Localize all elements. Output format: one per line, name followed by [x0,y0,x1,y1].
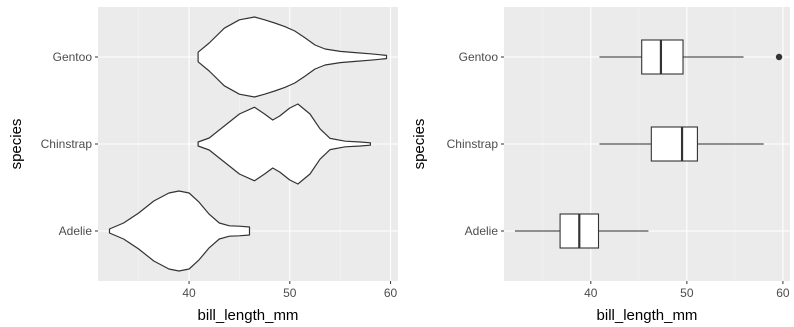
box-axes: 40 50 60 Adelie Chinstrap Gentoo [447,50,790,300]
violin-x-tick-label: 40 [182,286,196,300]
violin-gentoo [197,16,388,98]
violin-plot-panel: 40 50 60 Adelie Chinstrap Gentoo bill_length_… [8,7,398,324]
box-y-axis-title: species [411,119,428,170]
violin-y-tick-label: Chinstrap [41,137,93,151]
box-plot-panel: 40 50 60 Adelie Chinstrap Gentoo bill_length_… [411,7,790,324]
box-y-tick-label: Chinstrap [447,137,499,151]
box-y-tick-label: Adelie [465,224,499,238]
box-x-tick-label: 40 [584,286,598,300]
violin-y-tick-label: Adelie [59,224,93,238]
violin-adelie [108,190,251,272]
violin-chinstrap [197,103,371,185]
violin-y-axis-title: species [8,119,25,170]
box-x-axis-title: bill_length_mm [597,307,698,324]
violin-x-axis-title: bill_length_mm [198,307,299,324]
box-chinstrap-iqr [650,126,698,162]
violin-x-tick-label: 50 [283,286,297,300]
violin-y-tick-label: Gentoo [53,50,93,64]
violin-marks [108,16,388,272]
box-y-tick-label: Gentoo [459,50,499,64]
box-gentoo-outlier [775,53,783,61]
violin-axes: 40 50 60 Adelie Chinstrap Gentoo [41,50,398,300]
violin-x-tick-label: 60 [384,286,398,300]
box-marks [514,39,783,249]
box-gentoo-iqr [641,39,684,75]
box-x-tick-label: 60 [776,286,790,300]
box-x-tick-label: 50 [680,286,694,300]
